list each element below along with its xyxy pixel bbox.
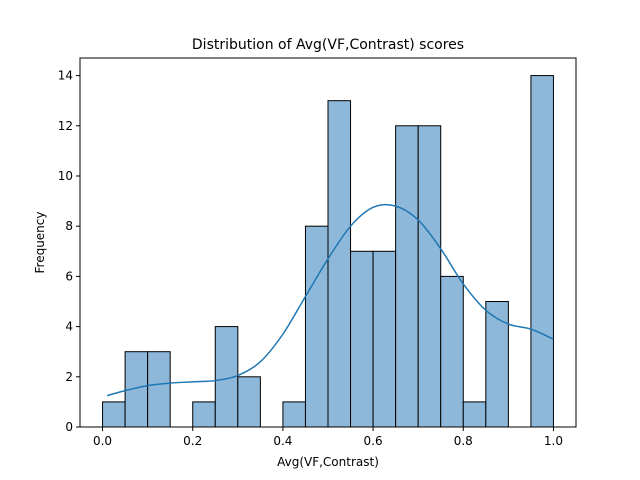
histogram-bar bbox=[102, 401, 126, 428]
y-tick-label: 12 bbox=[58, 119, 73, 133]
histogram-bar bbox=[237, 376, 261, 428]
y-tick-label: 6 bbox=[65, 269, 73, 283]
x-tick-label: 0.4 bbox=[273, 434, 292, 448]
y-tick-label: 0 bbox=[65, 420, 73, 434]
axes-frame bbox=[79, 57, 577, 428]
y-tick-label: 4 bbox=[65, 320, 73, 334]
histogram-bar bbox=[327, 100, 352, 428]
chart-title: Distribution of Avg(VF,Contrast) scores bbox=[192, 37, 464, 53]
histogram-bar bbox=[485, 300, 509, 428]
x-tick-label: 0.6 bbox=[364, 434, 383, 448]
histogram-bar bbox=[192, 401, 216, 428]
y-axis-label: Frequency bbox=[33, 212, 47, 274]
x-tick-label: 0.8 bbox=[454, 434, 473, 448]
histogram-bar bbox=[372, 250, 397, 428]
histogram-bar bbox=[462, 401, 487, 428]
histogram-bar bbox=[350, 250, 374, 428]
histogram-bar bbox=[530, 75, 554, 428]
kde-curve bbox=[106, 203, 554, 397]
histogram-bar bbox=[440, 275, 464, 428]
y-tick-label: 8 bbox=[65, 219, 73, 233]
x-tick-label: 1.0 bbox=[544, 434, 563, 448]
histogram-bar bbox=[304, 225, 329, 428]
histogram-bar bbox=[395, 125, 419, 428]
y-tick-label: 2 bbox=[65, 370, 73, 384]
y-tick-label: 10 bbox=[58, 169, 73, 183]
histogram-bar bbox=[417, 125, 442, 428]
y-axis-ticks: 0 2 4 6 8 10 12 14 bbox=[58, 69, 80, 434]
x-axis-ticks: 0.0 0.2 0.4 0.6 0.8 1.0 bbox=[93, 427, 563, 448]
x-tick-label: 0.2 bbox=[183, 434, 202, 448]
x-tick-label: 0.0 bbox=[93, 434, 112, 448]
y-tick-label: 14 bbox=[58, 69, 73, 83]
x-axis-label: Avg(VF,Contrast) bbox=[277, 455, 379, 469]
histogram-bar bbox=[282, 401, 306, 428]
histogram-bar bbox=[147, 351, 171, 428]
